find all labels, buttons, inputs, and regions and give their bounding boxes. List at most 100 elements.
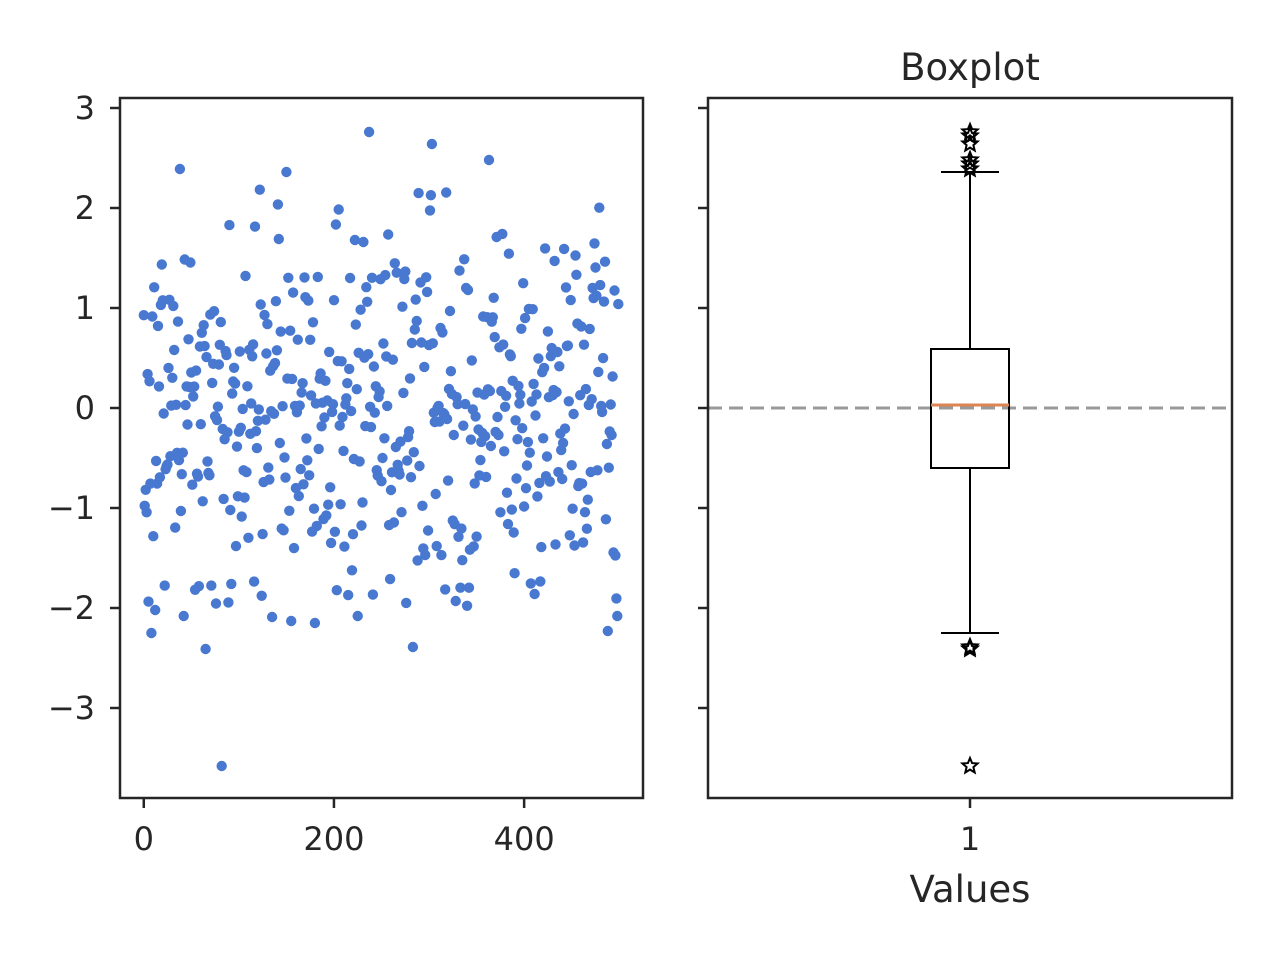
scatter-point	[252, 415, 264, 426]
scatter-point	[251, 442, 263, 454]
scatter-point	[505, 351, 516, 362]
scatter-point	[495, 507, 506, 518]
scatter-point	[296, 387, 307, 398]
scatter-point	[144, 376, 155, 387]
scatter-point	[457, 555, 468, 566]
scatter-point	[544, 476, 555, 487]
scatter-point	[582, 494, 593, 505]
scatter-point	[462, 284, 474, 296]
scatter-point	[328, 295, 340, 306]
scatter-point	[221, 349, 232, 361]
scatter-point	[210, 598, 222, 609]
boxplot-y-ticks	[698, 106, 708, 710]
scatter-point	[303, 295, 314, 306]
scatter-point	[367, 589, 379, 600]
scatter-point	[286, 373, 298, 385]
scatter-point	[411, 315, 422, 327]
scatter-point	[341, 393, 352, 404]
scatter-point	[330, 219, 342, 230]
scatter-point	[394, 469, 405, 480]
scatter-point	[333, 204, 344, 215]
scatter-point	[594, 202, 605, 213]
scatter-point	[235, 422, 246, 433]
scatter-point	[363, 126, 375, 138]
scatter-point	[352, 610, 363, 622]
scatter-point	[363, 349, 374, 360]
scatter-point	[550, 539, 561, 550]
scatter-point	[598, 296, 610, 307]
scatter-point	[425, 190, 437, 201]
scatter-point	[336, 356, 347, 367]
scatter-point	[581, 523, 593, 534]
scatter-point	[254, 184, 265, 195]
scatter-point	[305, 334, 316, 345]
scatter-point	[498, 339, 509, 350]
scatter-point	[535, 576, 546, 587]
scatter-axes-frame	[118, 96, 645, 800]
scatter-point	[414, 460, 425, 472]
scatter-point	[454, 265, 465, 276]
scatter-point	[519, 312, 531, 324]
scatter-point	[150, 455, 162, 467]
scatter-point	[149, 282, 160, 293]
scatter-point	[320, 375, 331, 386]
scatter-point	[344, 272, 356, 284]
scatter-point	[378, 338, 389, 349]
scatter-point	[525, 578, 536, 589]
scatter-point	[206, 580, 217, 591]
scatter-point	[453, 531, 464, 542]
scatter-point	[397, 301, 408, 312]
scatter-point	[577, 537, 589, 548]
scatter-point	[253, 404, 264, 415]
scatter-point	[426, 138, 438, 150]
scatter-point	[329, 526, 341, 537]
scatter-point	[368, 361, 380, 372]
scatter-point	[508, 527, 519, 538]
scatter-point	[562, 340, 574, 351]
scatter-point	[176, 469, 187, 480]
x-tick-label: 0	[134, 820, 154, 858]
scatter-point	[465, 434, 477, 445]
scatter-point	[301, 433, 312, 444]
scatter-point	[199, 340, 210, 352]
scatter-point	[501, 487, 513, 498]
scatter-point	[170, 399, 182, 410]
scatter-point	[307, 317, 319, 328]
scatter-point	[503, 248, 515, 259]
scatter-point	[213, 359, 225, 370]
scatter-point	[354, 456, 365, 467]
scatter-point	[239, 492, 250, 503]
scatter-point	[515, 389, 526, 400]
scatter-point	[324, 346, 335, 358]
scatter-point	[466, 355, 477, 366]
scatter-point	[227, 388, 238, 399]
scatter-point	[484, 385, 496, 397]
scatter-point	[383, 229, 394, 240]
scatter-point	[559, 423, 571, 434]
scatter-point	[138, 310, 149, 321]
scatter-point	[211, 414, 223, 426]
scatter-point	[461, 600, 473, 611]
scatter-point	[389, 258, 400, 269]
scatter-point	[146, 627, 157, 639]
scatter-point	[460, 398, 471, 410]
scatter-point	[584, 323, 595, 335]
scatter-point	[366, 272, 378, 283]
scatter-point	[586, 394, 597, 405]
scatter-point	[524, 447, 535, 458]
scatter-point	[441, 413, 453, 425]
scatter-x-ticks: 0 200 400	[134, 798, 555, 858]
scatter-point	[242, 381, 253, 392]
scatter-point	[249, 221, 261, 232]
scatter-point	[403, 426, 415, 437]
scatter-point	[226, 578, 237, 590]
scatter-point	[563, 396, 574, 407]
scatter-point	[593, 366, 604, 378]
scatter-point	[480, 471, 492, 483]
scatter-point	[445, 366, 457, 377]
x-tick-label: 200	[303, 820, 364, 858]
scatter-point	[308, 503, 320, 514]
scatter-point	[549, 255, 560, 267]
scatter-point	[395, 436, 406, 447]
